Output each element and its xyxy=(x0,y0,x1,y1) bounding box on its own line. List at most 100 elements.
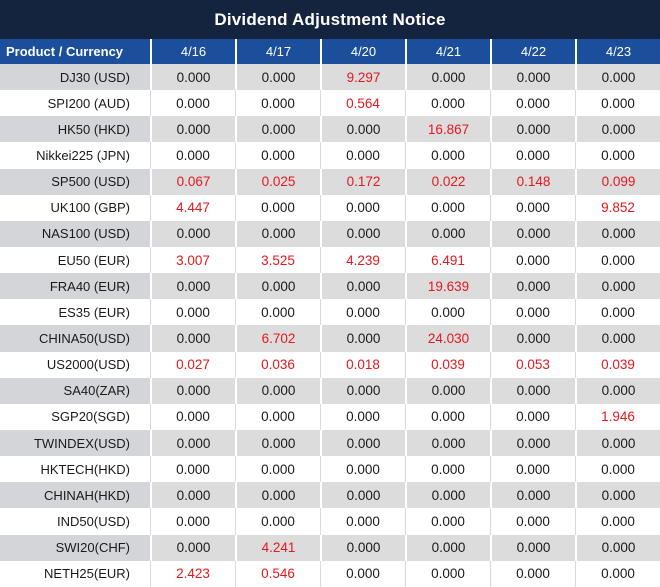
value-cell: 0.000 xyxy=(320,325,405,352)
value-cell: 0.000 xyxy=(490,64,575,91)
value-cell: 0.000 xyxy=(320,482,405,509)
product-cell: DJ30 (USD) xyxy=(0,64,150,91)
value-cell: 0.025 xyxy=(235,168,320,195)
value-cell: 0.000 xyxy=(575,246,660,274)
value-cell: 0.039 xyxy=(575,351,660,378)
value-cell: 0.000 xyxy=(490,194,575,221)
product-currency-header: Product / Currency xyxy=(0,39,150,64)
value-cell: 0.000 xyxy=(490,560,575,587)
table-row: SGP20(SGD) 0.000 0.000 0.000 0.000 0.000 1.946 xyxy=(0,403,660,430)
product-cell: HK50 (HKD) xyxy=(0,116,150,143)
value-cell: 0.000 xyxy=(405,377,490,404)
value-cell: 4.241 xyxy=(235,534,320,561)
value-cell: 0.000 xyxy=(235,299,320,326)
date-column-header: 4/20 xyxy=(320,39,405,64)
value-cell: 0.039 xyxy=(405,351,490,378)
table-row: US2000(USD) 0.027 0.036 0.018 0.039 0.053 0.03… xyxy=(0,351,660,378)
value-cell: 0.000 xyxy=(575,377,660,404)
value-cell: 0.000 xyxy=(150,377,235,404)
value-cell: 0.000 xyxy=(150,429,235,457)
table-row: CHINA50(USD) 0.000 6.702 0.000 24.030 0.000 0.… xyxy=(0,325,660,352)
product-cell: ES35 (EUR) xyxy=(0,299,150,326)
value-cell: 0.000 xyxy=(575,116,660,143)
value-cell: 0.000 xyxy=(320,116,405,143)
table-row: NETH25(EUR) 2.423 0.546 0.000 0.000 0.000 0.00… xyxy=(0,560,660,587)
table-row: HK50 (HKD) 0.000 0.000 0.000 16.867 0.000 0.00… xyxy=(0,116,660,143)
product-cell: FRA40 (EUR) xyxy=(0,273,150,300)
value-cell: 0.564 xyxy=(320,90,405,117)
product-cell: SP500 (USD) xyxy=(0,168,150,195)
value-cell: 0.000 xyxy=(575,64,660,91)
value-cell: 0.000 xyxy=(575,220,660,247)
value-cell: 4.447 xyxy=(150,194,235,221)
value-cell: 0.000 xyxy=(235,220,320,247)
value-cell: 0.000 xyxy=(575,482,660,509)
product-cell: CHINAH(HKD) xyxy=(0,482,150,509)
value-cell: 0.000 xyxy=(405,220,490,247)
value-cell: 0.000 xyxy=(235,377,320,404)
value-cell: 0.000 xyxy=(320,194,405,221)
value-cell: 0.000 xyxy=(490,325,575,352)
value-cell: 16.867 xyxy=(405,116,490,143)
product-cell: EU50 (EUR) xyxy=(0,246,150,274)
table-row: SPI200 (AUD) 0.000 0.000 0.564 0.000 0.000 0.0… xyxy=(0,90,660,117)
value-cell: 4.239 xyxy=(320,246,405,274)
title-bar: Dividend Adjustment Notice xyxy=(0,0,660,39)
value-cell: 0.000 xyxy=(575,534,660,561)
value-cell: 1.946 xyxy=(575,403,660,430)
product-cell: NAS100 (USD) xyxy=(0,220,150,247)
value-cell: 0.000 xyxy=(235,142,320,169)
table-row: FRA40 (EUR) 0.000 0.000 0.000 19.639 0.000 0.0… xyxy=(0,273,660,300)
value-cell: 0.000 xyxy=(490,220,575,247)
value-cell: 0.000 xyxy=(575,429,660,457)
page-title: Dividend Adjustment Notice xyxy=(214,9,446,29)
value-cell: 0.000 xyxy=(490,429,575,457)
product-cell: IND50(USD) xyxy=(0,508,150,535)
value-cell: 0.000 xyxy=(150,116,235,143)
value-cell: 0.000 xyxy=(490,299,575,326)
value-cell: 0.000 xyxy=(235,273,320,300)
value-cell: 0.000 xyxy=(320,299,405,326)
value-cell: 0.000 xyxy=(235,508,320,535)
table-row: ES35 (EUR) 0.000 0.000 0.000 0.000 0.000 0.000 xyxy=(0,299,660,326)
value-cell: 0.022 xyxy=(405,168,490,195)
value-cell: 0.000 xyxy=(490,482,575,509)
value-cell: 0.000 xyxy=(405,482,490,509)
value-cell: 0.000 xyxy=(320,456,405,483)
value-cell: 0.000 xyxy=(235,90,320,117)
table-row: SWI20(CHF) 0.000 4.241 0.000 0.000 0.000 0.000 xyxy=(0,534,660,561)
value-cell: 24.030 xyxy=(405,325,490,352)
value-cell: 0.000 xyxy=(235,456,320,483)
value-cell: 9.852 xyxy=(575,194,660,221)
value-cell: 0.036 xyxy=(235,351,320,378)
value-cell: 0.000 xyxy=(235,64,320,91)
table-row: CHINAH(HKD) 0.000 0.000 0.000 0.000 0.000 0.00… xyxy=(0,482,660,509)
value-cell: 0.000 xyxy=(150,273,235,300)
value-cell: 0.000 xyxy=(490,90,575,117)
value-cell: 0.000 xyxy=(405,560,490,587)
table-row: SA40(ZAR) 0.000 0.000 0.000 0.000 0.000 0.000 xyxy=(0,377,660,404)
value-cell: 0.000 xyxy=(150,456,235,483)
value-cell: 0.000 xyxy=(575,273,660,300)
value-cell: 0.067 xyxy=(150,168,235,195)
product-cell: HKTECH(HKD) xyxy=(0,456,150,483)
value-cell: 2.423 xyxy=(150,560,235,587)
value-cell: 0.000 xyxy=(405,508,490,535)
value-cell: 0.053 xyxy=(490,351,575,378)
product-cell: SWI20(CHF) xyxy=(0,534,150,561)
value-cell: 0.000 xyxy=(575,142,660,169)
value-cell: 0.000 xyxy=(405,403,490,430)
value-cell: 0.027 xyxy=(150,351,235,378)
product-cell: UK100 (GBP) xyxy=(0,194,150,221)
value-cell: 0.000 xyxy=(235,482,320,509)
value-cell: 0.546 xyxy=(235,560,320,587)
product-cell: SGP20(SGD) xyxy=(0,403,150,430)
value-cell: 0.000 xyxy=(235,194,320,221)
value-cell: 3.007 xyxy=(150,246,235,274)
value-cell: 3.525 xyxy=(235,246,320,274)
product-cell: SA40(ZAR) xyxy=(0,377,150,404)
product-cell: CHINA50(USD) xyxy=(0,325,150,352)
table-row: IND50(USD) 0.000 0.000 0.000 0.000 0.000 0.000 xyxy=(0,508,660,535)
product-cell: TWINDEX(USD) xyxy=(0,429,150,457)
value-cell: 0.000 xyxy=(235,116,320,143)
